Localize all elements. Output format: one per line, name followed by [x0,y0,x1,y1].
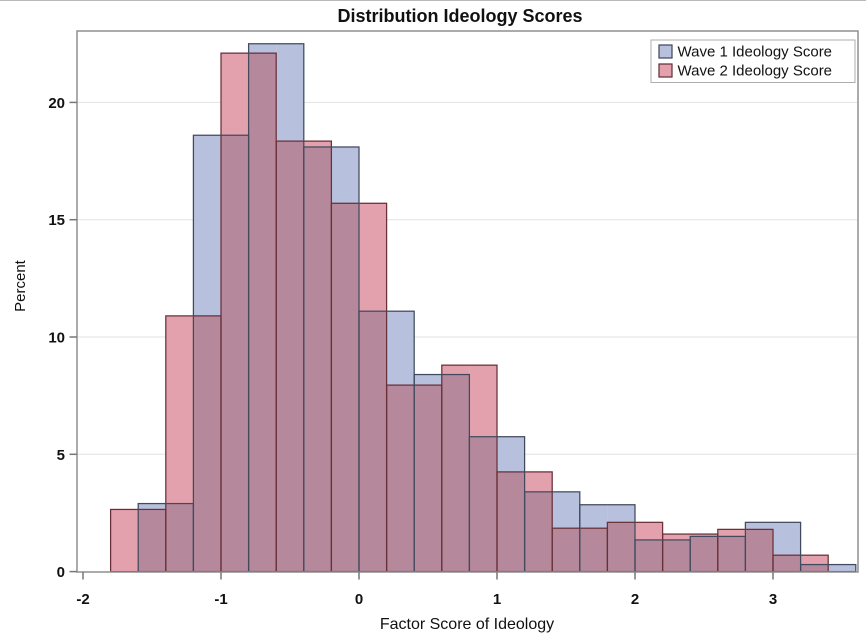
y-tick-label: 10 [48,330,65,347]
legend-label: Wave 2 Ideology Score [678,63,833,80]
wave1-segment [497,436,525,472]
overlap-segment [717,536,746,572]
overlap-segment [635,539,663,572]
wave2-segment [221,53,249,136]
wave2-segment [717,529,746,537]
overlap-segment [800,564,829,572]
wave1-segment [276,43,304,142]
overlap-segment [524,491,553,572]
overlap-segment [497,471,525,572]
wave2-segment [800,555,829,565]
overlap-segment [221,135,249,572]
y-axis-label: Percent [12,259,29,312]
overlap-segment [552,528,580,572]
x-tick-label: 3 [769,591,777,608]
legend-label: Wave 1 Ideology Score [678,44,833,61]
wave2-segment [110,509,139,572]
y-tick-label: 0 [57,564,65,581]
wave2-segment [635,522,663,540]
overlap-segment [414,385,442,572]
x-tick-label: 2 [631,591,639,608]
overlap-segment [303,146,332,572]
overlap-segment [138,509,166,572]
wave1-segment [193,135,221,316]
wave1-segment [138,503,166,510]
overlap-segment [331,203,359,572]
overlap-segment [441,374,470,572]
overlap-segment [607,522,635,572]
y-tick-label: 20 [48,95,65,112]
x-tick-label: -1 [214,591,227,608]
x-tick-label: 0 [355,591,363,608]
wave1-segment [248,43,277,54]
wave1-segment [579,504,608,529]
wave1-segment [414,374,442,386]
legend-box [650,39,856,83]
wave2-segment [469,365,497,437]
plot-frame [76,30,859,573]
overlap-segment [690,536,718,572]
wave1-segment [607,504,635,523]
axis-ticks: 0 5 10 15 20 -2 -1 0 1 2 3 [48,95,777,608]
wave2-segment [303,141,332,147]
wave1-segment [386,311,415,386]
overlap-segment [248,53,277,572]
overlap-segment [193,315,221,572]
x-tick-label: 1 [493,591,501,608]
overlap-segment [359,311,387,572]
overlap-segment [276,141,304,572]
plot-area: 0 5 10 15 20 -2 -1 0 1 2 3 [48,30,859,608]
x-tick-label: -2 [76,591,89,608]
wave1-segment [552,491,580,529]
wave2-segment [441,365,470,375]
x-axis-label: Factor Score of Ideology [380,616,554,633]
overlap-segment [469,436,497,572]
wave2-segment [165,315,194,504]
histogram-columns [110,43,856,572]
chart-title: Distribution Ideology Scores [337,6,582,26]
y-tick-label: 15 [48,212,65,229]
legend: Wave 1 Ideology Score Wave 2 Ideology Sco… [650,39,856,83]
wave2-segment [662,534,691,540]
wave1-segment [331,146,359,204]
wave1-segment [745,522,773,530]
overlap-segment [579,528,608,572]
overlap-segment [386,385,415,572]
overlap-segment [165,503,194,572]
overlap-segment [773,555,801,572]
legend-swatch-wave1 [658,44,673,59]
wave1-segment [828,564,856,572]
wave2-segment [690,534,718,537]
legend-swatch-wave2 [658,63,673,78]
wave2-segment [524,471,553,492]
y-tick-label: 5 [57,447,65,464]
wave1-segment [773,522,801,556]
wave1-bars [137,43,857,573]
overlap-segment [662,539,691,572]
wave2-segment [359,203,387,312]
overlap-segment [745,529,773,572]
